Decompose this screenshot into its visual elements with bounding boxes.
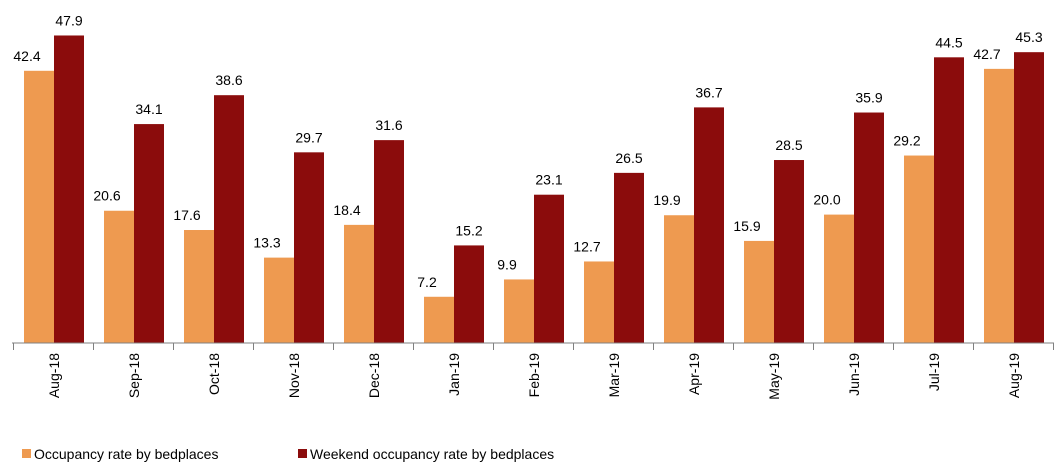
bar (504, 279, 534, 343)
legend-label: Weekend occupancy rate by bedplaces (310, 446, 554, 462)
bar (264, 257, 294, 343)
x-tick-label: Nov-18 (286, 353, 302, 398)
x-tick-label: Aug-19 (1006, 353, 1022, 398)
x-tick-label: Dec-18 (366, 353, 382, 398)
bar (104, 210, 134, 343)
bar (294, 152, 324, 343)
data-label: 42.4 (13, 48, 40, 64)
data-label: 20.6 (93, 188, 120, 204)
x-tick-label: Sep-18 (126, 353, 142, 398)
bar (744, 240, 774, 343)
data-label: 35.9 (855, 90, 882, 106)
data-label: 26.5 (615, 150, 642, 166)
bar (344, 224, 374, 343)
bar (774, 160, 804, 343)
data-label: 13.3 (253, 235, 280, 251)
data-label: 12.7 (573, 238, 600, 254)
bar (134, 124, 164, 343)
data-label: 18.4 (333, 202, 360, 218)
bar (694, 107, 724, 343)
data-label: 15.9 (733, 218, 760, 234)
bar (534, 194, 564, 343)
bar (854, 112, 884, 343)
data-label: 7.2 (417, 274, 437, 290)
bar (1014, 52, 1044, 343)
data-label: 45.3 (1015, 29, 1042, 45)
x-tick-label: Aug-18 (46, 353, 62, 398)
x-tick-label: Jul-19 (926, 353, 942, 391)
data-label: 23.1 (535, 172, 562, 188)
data-label: 38.6 (215, 72, 242, 88)
data-label: 20.0 (813, 192, 840, 208)
data-label: 9.9 (497, 256, 517, 272)
bar (584, 261, 614, 343)
data-label: 34.1 (135, 101, 162, 117)
x-tick-label: Jan-19 (446, 353, 462, 396)
data-label: 19.9 (653, 192, 680, 208)
data-label: 29.7 (295, 129, 322, 145)
bar (24, 70, 54, 344)
bar (214, 95, 244, 343)
bar (424, 296, 454, 343)
data-label: 31.6 (375, 117, 402, 133)
data-label: 29.2 (893, 133, 920, 149)
data-label: 15.2 (455, 222, 482, 238)
x-tick-label: Jun-19 (846, 353, 862, 396)
data-label: 42.7 (973, 46, 1000, 62)
legend-swatch (22, 449, 31, 458)
bar (614, 172, 644, 343)
data-label: 17.6 (173, 207, 200, 223)
x-tick-label: May-19 (766, 353, 782, 400)
bar (184, 230, 214, 343)
bar (934, 57, 964, 344)
x-tick-label: Mar-19 (606, 353, 622, 398)
legend-swatch (298, 449, 307, 458)
bar (984, 68, 1014, 343)
x-tick-label: Apr-19 (686, 353, 702, 395)
legend-label: Occupancy rate by bedplaces (34, 446, 218, 462)
bar (54, 35, 84, 344)
bar (374, 140, 404, 343)
bar (454, 245, 484, 343)
x-tick-label: Feb-19 (526, 353, 542, 398)
bar (904, 155, 934, 343)
bar (664, 215, 694, 343)
data-label: 28.5 (775, 137, 802, 153)
data-label: 44.5 (935, 34, 962, 50)
x-tick-label: Oct-18 (206, 353, 222, 395)
data-label: 36.7 (695, 84, 722, 100)
data-label: 47.9 (55, 12, 82, 28)
bar (824, 214, 854, 343)
